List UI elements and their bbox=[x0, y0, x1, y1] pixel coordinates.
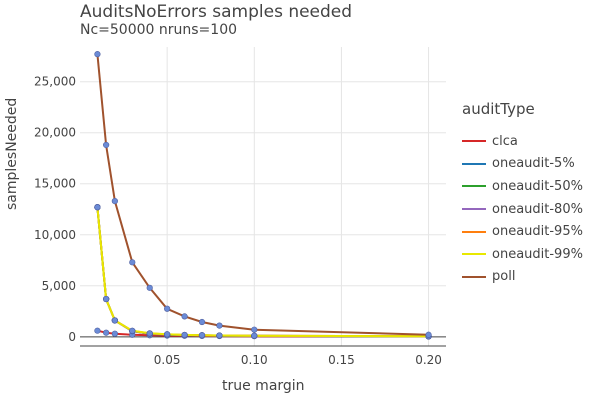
series-line-oneaudit-50- bbox=[96, 207, 429, 338]
legend-item[interactable]: oneaudit-5% bbox=[462, 153, 583, 176]
legend-swatch bbox=[462, 275, 486, 278]
data-point bbox=[164, 331, 171, 338]
y-tick-label: 15,000 bbox=[34, 177, 76, 191]
data-point bbox=[251, 326, 258, 333]
legend-item[interactable]: oneaudit-80% bbox=[462, 198, 583, 221]
chart-title: AuditsNoErrors samples needed bbox=[80, 2, 353, 22]
data-point bbox=[94, 204, 101, 211]
data-point bbox=[111, 317, 118, 324]
legend-item[interactable]: oneaudit-50% bbox=[462, 175, 583, 198]
legend-swatch bbox=[462, 185, 486, 188]
x-tick-label: 0.20 bbox=[415, 353, 442, 367]
data-point bbox=[111, 330, 118, 337]
data-point bbox=[251, 332, 258, 339]
legend-items: clca oneaudit-5% oneaudit-50% oneaudit-80% o… bbox=[462, 130, 583, 288]
y-tick-label: 5,000 bbox=[42, 279, 76, 293]
data-point bbox=[146, 330, 153, 337]
legend-title: auditType bbox=[462, 100, 535, 118]
y-tick-label: 0 bbox=[68, 330, 76, 344]
legend-item[interactable]: oneaudit-95% bbox=[462, 220, 583, 243]
legend-label: oneaudit-50% bbox=[492, 178, 583, 194]
data-point bbox=[94, 51, 101, 58]
data-point bbox=[425, 331, 432, 338]
data-point bbox=[198, 318, 206, 326]
data-point bbox=[94, 327, 101, 334]
series-line-poll bbox=[96, 54, 429, 336]
data-point bbox=[216, 332, 223, 339]
legend-label: oneaudit-95% bbox=[492, 224, 583, 240]
y-tick-label: 10,000 bbox=[34, 228, 76, 242]
legend-swatch bbox=[462, 253, 486, 256]
data-point bbox=[198, 332, 206, 339]
data-point bbox=[103, 329, 110, 336]
x-tick-label: 0.05 bbox=[154, 353, 181, 367]
data-point bbox=[181, 313, 188, 320]
data-point bbox=[103, 141, 110, 149]
legend-label: poll bbox=[492, 269, 516, 285]
legend-label: oneaudit-80% bbox=[492, 201, 583, 217]
series-line-oneaudit-5- bbox=[96, 207, 429, 338]
y-tick-label: 20,000 bbox=[34, 126, 76, 140]
data-point bbox=[129, 259, 136, 266]
y-axis-label: samplesNeeded bbox=[4, 97, 20, 210]
data-point bbox=[181, 331, 188, 339]
chart-subtitle: Nc=50000 nruns=100 bbox=[80, 22, 238, 38]
legend-swatch bbox=[462, 162, 486, 165]
legend-label: clca bbox=[492, 133, 518, 149]
legend: auditType clca oneaudit-5% oneaudit-50% one… bbox=[462, 100, 583, 288]
data-point bbox=[111, 197, 118, 205]
data-point bbox=[146, 284, 153, 291]
x-tick-label: 0.15 bbox=[328, 353, 355, 367]
legend-item[interactable]: clca bbox=[462, 130, 583, 153]
data-point bbox=[129, 327, 136, 334]
legend-item[interactable]: poll bbox=[462, 266, 583, 289]
series-line-oneaudit-99- bbox=[96, 207, 429, 338]
data-point bbox=[164, 305, 171, 312]
legend-label: oneaudit-5% bbox=[492, 156, 575, 172]
legend-swatch bbox=[462, 230, 486, 233]
legend-item[interactable]: oneaudit-99% bbox=[462, 243, 583, 266]
series-line-oneaudit-80- bbox=[96, 207, 429, 338]
data-point bbox=[216, 322, 223, 329]
x-tick-label: 0.10 bbox=[241, 353, 268, 367]
y-tick-label: 25,000 bbox=[34, 75, 76, 89]
data-point bbox=[103, 295, 110, 303]
legend-swatch bbox=[462, 140, 486, 143]
x-axis-label: true margin bbox=[222, 378, 305, 394]
legend-swatch bbox=[462, 208, 486, 211]
legend-label: oneaudit-99% bbox=[492, 246, 583, 262]
series-line-oneaudit-95- bbox=[96, 207, 429, 338]
